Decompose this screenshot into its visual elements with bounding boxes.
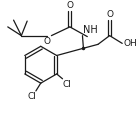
Text: Cl: Cl	[63, 80, 71, 89]
Text: O: O	[106, 10, 113, 19]
Text: NH: NH	[83, 25, 98, 35]
Text: O: O	[44, 37, 50, 46]
Text: OH: OH	[123, 39, 137, 48]
Text: O: O	[66, 1, 73, 10]
Text: Cl: Cl	[27, 92, 36, 101]
